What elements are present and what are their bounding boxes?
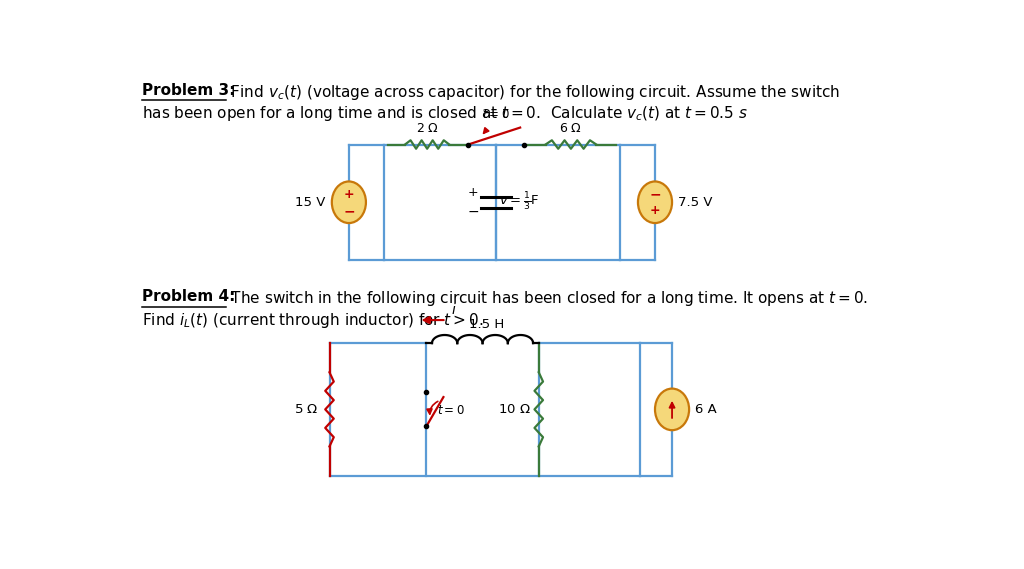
Ellipse shape — [638, 182, 672, 223]
Ellipse shape — [655, 389, 689, 430]
Text: −: − — [467, 205, 478, 219]
Text: 6 $\Omega$: 6 $\Omega$ — [559, 122, 583, 134]
Ellipse shape — [332, 182, 366, 223]
Text: Problem 4:: Problem 4: — [142, 289, 236, 304]
Text: 5 $\Omega$: 5 $\Omega$ — [294, 403, 318, 416]
Text: 10 $\Omega$: 10 $\Omega$ — [499, 403, 531, 416]
Text: $v = \frac{1}{3}$F: $v = \frac{1}{3}$F — [500, 191, 540, 213]
Text: Find $i_L(t)$ (current through inductor) for $t > 0$.: Find $i_L(t)$ (current through inductor)… — [142, 311, 483, 330]
Text: $t=0$: $t=0$ — [437, 405, 465, 418]
Text: +: + — [344, 188, 354, 201]
Text: −: − — [343, 204, 354, 218]
Text: $i$: $i$ — [452, 302, 457, 317]
Text: 6 A: 6 A — [695, 403, 717, 416]
Text: 1.5 H: 1.5 H — [469, 318, 504, 331]
Text: has been open for a long time and is closed at $t = 0$.  Calculate $v_c(t)$ at $: has been open for a long time and is clo… — [142, 105, 748, 123]
Text: −: − — [649, 187, 660, 201]
Text: $t=0$: $t=0$ — [482, 109, 510, 121]
Text: The switch in the following circuit has been closed for a long time. It opens at: The switch in the following circuit has … — [225, 289, 867, 308]
Text: 7.5 V: 7.5 V — [678, 196, 713, 209]
Text: 2 $\Omega$: 2 $\Omega$ — [416, 122, 438, 134]
Text: Find $v_c(t)$ (voltage across capacitor) for the following circuit. Assume the s: Find $v_c(t)$ (voltage across capacitor)… — [225, 83, 840, 102]
Text: 15 V: 15 V — [295, 196, 326, 209]
Text: Problem 3:: Problem 3: — [142, 83, 236, 98]
Text: +: + — [468, 185, 478, 199]
Text: +: + — [649, 204, 660, 217]
